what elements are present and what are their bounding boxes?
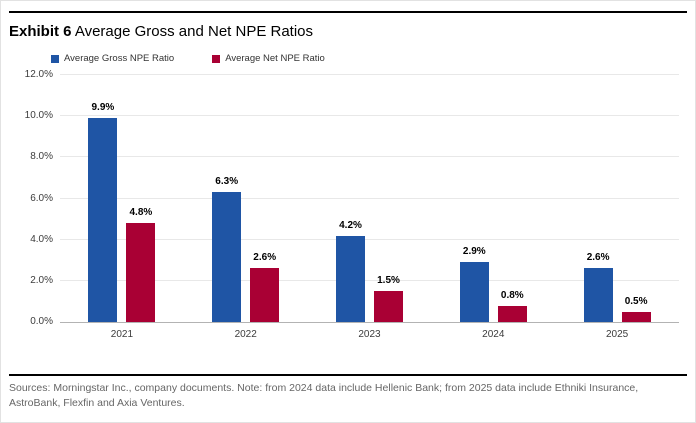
bar-value-label: 6.3% bbox=[215, 176, 239, 188]
bar-value-label: 0.5% bbox=[624, 295, 648, 307]
chart-title: Exhibit 6 Average Gross and Net NPE Rati… bbox=[9, 22, 687, 41]
legend-label: Average Net NPE Ratio bbox=[225, 53, 325, 64]
gridline bbox=[60, 115, 679, 117]
net-npe-bar-2023 bbox=[374, 291, 403, 322]
gross-npe-bar-2022 bbox=[212, 192, 242, 322]
source-note-line1: Sources: Morningstar Inc., company docum… bbox=[9, 382, 639, 394]
gridline bbox=[60, 279, 679, 281]
y-axis-tick-label: 6.0% bbox=[30, 192, 53, 204]
y-axis-tick-label: 8.0% bbox=[30, 151, 53, 163]
legend-item-net: Average Net NPE Ratio bbox=[212, 53, 325, 64]
chart-legend: Average Gross NPE Ratio Average Net NPE R… bbox=[51, 53, 687, 64]
x-axis-tick-label: 2024 bbox=[482, 329, 505, 340]
y-axis-tick-label: 2.0% bbox=[30, 274, 53, 286]
plot-area: 9.9% 4.8% 6.3% 2.6% 4.2% 1.5% 2.9% 0.8% 2.6% 0.5% bbox=[60, 74, 679, 323]
legend-swatch-icon bbox=[51, 54, 59, 63]
top-divider bbox=[9, 11, 687, 13]
bar-value-label: 4.2% bbox=[339, 219, 362, 231]
x-axis-tick-label: 2021 bbox=[110, 329, 134, 340]
chart-title-text: Average Gross and Net NPE Ratios bbox=[71, 23, 314, 40]
x-axis-tick-label: 2023 bbox=[358, 329, 381, 340]
x-axis-tick-label: 2025 bbox=[605, 329, 629, 340]
net-npe-bar-2025 bbox=[621, 311, 651, 322]
net-npe-bar-2024 bbox=[497, 305, 527, 322]
footer-divider bbox=[9, 374, 687, 376]
net-npe-bar-2021 bbox=[126, 223, 156, 322]
bar-value-label: 9.9% bbox=[91, 102, 115, 114]
y-axis-tick-label: 10.0% bbox=[24, 110, 53, 122]
bar-value-label: 2.6% bbox=[586, 252, 610, 264]
x-axis-tick-label: 2022 bbox=[234, 329, 257, 340]
gridline bbox=[60, 156, 679, 158]
y-axis-tick-label: 4.0% bbox=[30, 233, 53, 245]
bar-value-label: 1.5% bbox=[377, 275, 400, 287]
legend-swatch-icon bbox=[212, 54, 221, 63]
chart-title-prefix: Exhibit 6 bbox=[9, 23, 72, 40]
bar-value-label: 2.6% bbox=[253, 252, 277, 264]
net-npe-bar-2022 bbox=[250, 268, 280, 322]
legend-label: Average Gross NPE Ratio bbox=[64, 53, 175, 64]
legend-item-gross: Average Gross NPE Ratio bbox=[51, 53, 174, 64]
gross-npe-bar-2023 bbox=[336, 235, 365, 322]
source-note: Sources: Morningstar Inc., company docum… bbox=[9, 381, 687, 411]
bar-value-label: 2.9% bbox=[462, 246, 486, 258]
gridline bbox=[60, 197, 679, 199]
gridline bbox=[60, 238, 679, 240]
gridline bbox=[60, 74, 679, 75]
source-note-line2: AstroBank, Flexfin and Axia Ventures. bbox=[9, 397, 185, 409]
gross-npe-bar-2025 bbox=[583, 268, 613, 322]
bar-value-label: 4.8% bbox=[129, 207, 153, 219]
y-axis-tick-label: 0.0% bbox=[30, 316, 53, 327]
bar-value-label: 0.8% bbox=[500, 289, 524, 301]
gross-npe-bar-2021 bbox=[88, 118, 118, 322]
gross-npe-bar-2024 bbox=[459, 262, 489, 322]
bar-chart: 9.9% 4.8% 6.3% 2.6% 4.2% 1.5% 2.9% 0.8% 2.6% 0.5%… bbox=[9, 67, 687, 348]
y-axis-tick-label: 12.0% bbox=[24, 69, 53, 80]
